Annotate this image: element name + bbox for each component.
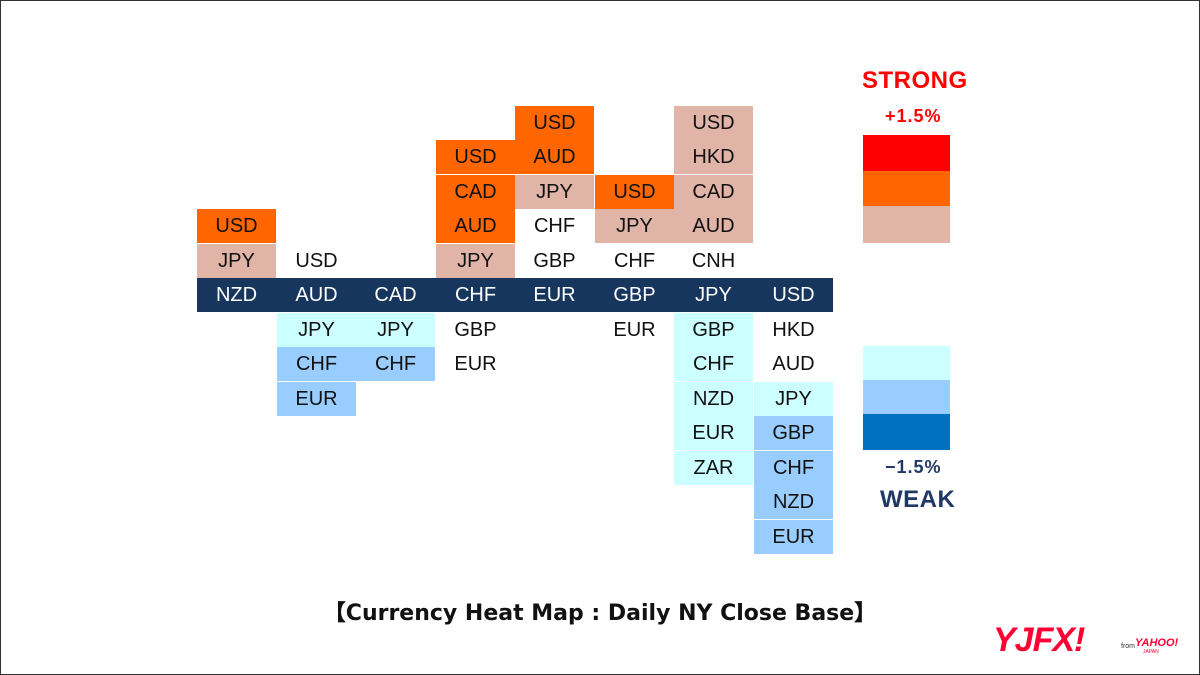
heat-cell-chf-jpy: JPY [436,244,515,278]
legend-strong-label: STRONG [862,67,968,94]
heat-cell-jpy-hkd: HKD [674,140,753,174]
heat-cell-usd-chf: CHF [754,451,833,485]
heat-cell-gbp-usd: USD [595,175,674,209]
base-cell-nzd: NZD [215,283,258,306]
heat-cell-aud-jpy: JPY [277,313,356,347]
heat-cell-chf-cad: CAD [436,175,515,209]
legend-swatch-4 [863,346,950,380]
heat-cell-jpy-zar: ZAR [674,451,753,485]
heat-cell-jpy-eur: EUR [674,416,753,450]
heat-cell-jpy-gbp: GBP [674,313,753,347]
chart-caption: 【Currency Heat Map : Daily NY Close Base… [323,601,877,626]
heat-cell-usd-hkd: HKD [754,313,833,347]
heat-cell-usd-gbp: GBP [754,416,833,450]
legend-swatch-3 [863,206,950,243]
legend-swatch-1 [863,135,950,171]
heat-cell-cad-jpy: JPY [356,313,435,347]
heat-cell-eur-usd: USD [515,106,594,140]
heat-cell-usd-nzd: NZD [754,485,833,519]
legend-max-label: +1.5% [885,106,942,126]
heat-cell-jpy-chf: CHF [674,347,753,381]
logo-partner: YAHOO! [1135,637,1179,649]
base-cell-usd: USD [772,283,815,306]
base-cell-gbp: GBP [613,283,656,306]
heat-cell-usd-aud: AUD [754,347,833,381]
legend-swatch-5 [863,380,950,414]
heat-cell-aud-eur: EUR [277,382,356,416]
base-row-band [197,278,833,312]
heat-cell-usd-jpy: JPY [754,382,833,416]
heat-cell-gbp-eur: EUR [595,313,674,347]
heat-cell-aud-chf: CHF [277,347,356,381]
heat-cell-jpy-aud: AUD [674,209,753,243]
heat-cell-aud-usd: USD [277,244,356,278]
heat-cell-gbp-chf: CHF [595,244,674,278]
base-cell-aud: AUD [295,283,338,306]
base-cell-jpy: JPY [695,283,732,306]
legend-weak-label: WEAK [880,486,956,513]
logo-partner-sub: JAPAN [1143,649,1159,655]
legend-swatch-2 [863,171,950,206]
legend-swatch-6 [863,414,950,450]
base-cell-chf: CHF [454,283,497,306]
heat-cell-gbp-jpy: JPY [595,209,674,243]
heat-cell-usd-eur: EUR [754,520,833,554]
heat-cell-jpy-cnh: CNH [674,244,753,278]
logo-brand: YJFX! [993,621,1085,659]
heat-cell-cad-chf: CHF [356,347,435,381]
heat-cell-nzd-usd: USD [197,209,276,243]
heat-cell-nzd-jpy: JPY [197,244,276,278]
base-cell-cad: CAD [374,283,417,306]
heat-cell-chf-usd: USD [436,140,515,174]
heat-cell-eur-gbp: GBP [515,244,594,278]
heat-cell-jpy-usd: USD [674,106,753,140]
heat-cell-eur-aud: AUD [515,140,594,174]
heat-cell-jpy-nzd: NZD [674,382,753,416]
yjfx-logo: YJFX! from YAHOO! JAPAN [993,621,1183,659]
legend-min-label: −1.5% [885,457,942,477]
heat-cell-chf-gbp: GBP [436,313,515,347]
heat-cell-chf-aud: AUD [436,209,515,243]
base-cell-eur: EUR [533,283,576,306]
heat-cell-eur-chf: CHF [515,209,594,243]
heat-cell-eur-jpy: JPY [515,175,594,209]
logo-from: from [1121,643,1135,650]
heat-cell-jpy-cad: CAD [674,175,753,209]
heat-cell-chf-eur: EUR [436,347,515,381]
